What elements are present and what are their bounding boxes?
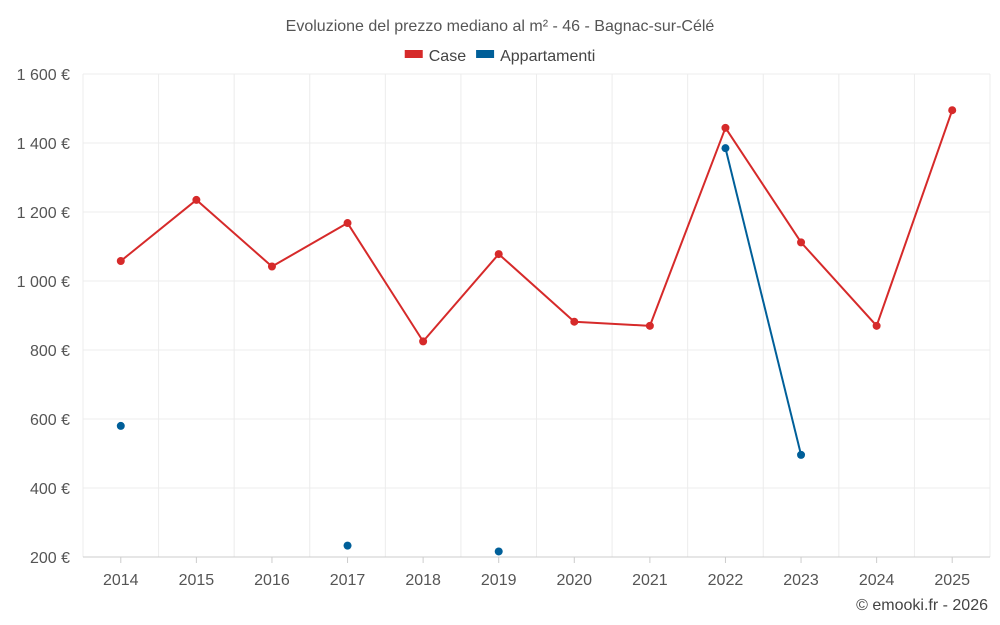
legend-label: Appartamenti bbox=[500, 48, 595, 65]
series-case bbox=[116, 106, 957, 346]
series-layer bbox=[116, 106, 957, 556]
credit-text: © emooki.fr - 2026 bbox=[856, 597, 988, 614]
legend: Case Appartamenti bbox=[404, 48, 595, 65]
y-tick-label: 600 € bbox=[30, 412, 70, 429]
data-point[interactable] bbox=[721, 123, 730, 132]
y-tick-label: 1 000 € bbox=[17, 274, 70, 291]
y-tick-label: 400 € bbox=[30, 481, 70, 498]
x-tick-label: 2014 bbox=[103, 572, 139, 589]
data-point[interactable] bbox=[343, 219, 352, 228]
data-point[interactable] bbox=[116, 256, 125, 265]
data-point[interactable] bbox=[872, 321, 881, 330]
series-line bbox=[724, 147, 803, 456]
data-point[interactable] bbox=[494, 547, 503, 556]
data-point[interactable] bbox=[948, 106, 957, 115]
data-point[interactable] bbox=[570, 317, 579, 326]
data-point[interactable] bbox=[797, 450, 806, 459]
data-point[interactable] bbox=[645, 321, 654, 330]
series-line bbox=[120, 109, 954, 343]
x-tick-label: 2024 bbox=[859, 572, 895, 589]
data-point[interactable] bbox=[721, 144, 730, 153]
x-tick-label: 2015 bbox=[179, 572, 215, 589]
x-axis-ticks: 2014 2015 2016 2017 2018 2019 2020 2021 2022 2023… bbox=[103, 557, 970, 589]
y-axis-ticks: 200 € 400 € 600 € 800 € 1 000 € 1 200 € 1 400 … bbox=[17, 67, 70, 567]
series-appartamenti bbox=[116, 144, 806, 556]
data-point[interactable] bbox=[192, 195, 201, 204]
legend-swatch bbox=[404, 50, 423, 58]
data-point[interactable] bbox=[494, 250, 503, 259]
x-tick-label: 2022 bbox=[708, 572, 744, 589]
y-tick-label: 1 200 € bbox=[17, 205, 70, 222]
x-tick-label: 2020 bbox=[556, 572, 592, 589]
y-tick-label: 200 € bbox=[30, 550, 70, 567]
legend-swatch bbox=[476, 50, 495, 58]
legend-item-case[interactable]: Case bbox=[404, 48, 466, 65]
legend-item-appartamenti[interactable]: Appartamenti bbox=[476, 48, 595, 65]
x-tick-label: 2025 bbox=[934, 572, 970, 589]
y-tick-label: 800 € bbox=[30, 343, 70, 360]
x-tick-label: 2021 bbox=[632, 572, 668, 589]
data-point[interactable] bbox=[797, 238, 806, 247]
grid bbox=[82, 73, 991, 557]
x-tick-label: 2016 bbox=[254, 572, 290, 589]
x-tick-label: 2023 bbox=[783, 572, 819, 589]
x-tick-label: 2018 bbox=[405, 572, 441, 589]
data-point[interactable] bbox=[267, 262, 276, 271]
y-tick-label: 1 400 € bbox=[17, 136, 70, 153]
y-tick-label: 1 600 € bbox=[17, 67, 70, 84]
chart-title: Evoluzione del prezzo mediano al m² - 46… bbox=[286, 18, 715, 35]
data-point[interactable] bbox=[343, 541, 352, 550]
legend-label: Case bbox=[429, 48, 466, 65]
data-point[interactable] bbox=[116, 421, 125, 430]
x-tick-label: 2017 bbox=[330, 572, 366, 589]
data-point[interactable] bbox=[419, 337, 428, 346]
x-tick-label: 2019 bbox=[481, 572, 517, 589]
